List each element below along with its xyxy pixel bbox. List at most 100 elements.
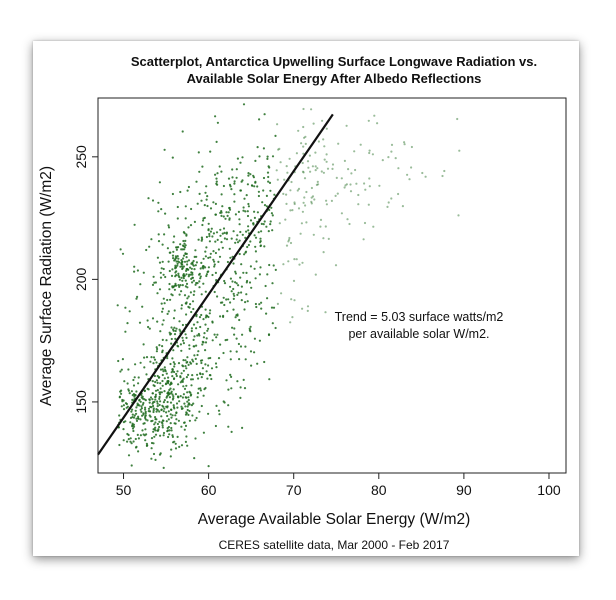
data-point <box>156 389 159 392</box>
data-point <box>192 279 195 282</box>
data-point <box>187 413 190 416</box>
data-point <box>363 182 366 185</box>
data-point <box>154 426 157 429</box>
data-point <box>144 428 147 431</box>
data-point <box>180 263 183 266</box>
data-point <box>215 180 218 183</box>
data-point <box>171 357 174 360</box>
data-point <box>181 396 184 399</box>
data-point <box>176 262 179 265</box>
data-point <box>131 398 134 401</box>
data-point <box>187 373 190 376</box>
data-point <box>146 387 149 390</box>
data-point <box>149 415 152 418</box>
data-point <box>357 193 360 197</box>
data-point <box>156 374 159 378</box>
data-point <box>218 255 222 258</box>
data-point <box>204 290 207 293</box>
data-point <box>148 401 151 404</box>
data-point <box>208 235 211 238</box>
data-point <box>410 145 413 149</box>
data-point <box>133 265 136 268</box>
data-point <box>169 413 172 416</box>
data-point <box>132 384 136 387</box>
data-point <box>218 413 221 416</box>
data-point <box>227 425 230 428</box>
data-point <box>147 197 150 200</box>
data-point <box>151 283 155 286</box>
data-point <box>182 365 185 368</box>
data-point <box>259 240 262 243</box>
data-point <box>297 129 300 132</box>
data-point <box>190 393 193 396</box>
data-point <box>175 402 179 405</box>
data-point <box>278 147 281 150</box>
data-point <box>129 437 132 440</box>
data-point <box>166 357 169 360</box>
data-point <box>192 360 195 363</box>
data-point <box>295 258 298 261</box>
data-point <box>234 316 237 319</box>
data-point <box>246 214 250 218</box>
x-tick-label: 70 <box>286 482 302 498</box>
data-point <box>217 260 220 263</box>
data-point <box>308 154 311 157</box>
data-point <box>126 322 129 325</box>
data-point <box>170 274 174 277</box>
data-point <box>181 279 184 282</box>
data-point <box>163 399 166 402</box>
data-point <box>186 263 189 266</box>
data-point <box>257 194 260 198</box>
data-point <box>152 275 155 278</box>
data-point <box>154 429 157 432</box>
data-point <box>268 181 272 184</box>
data-point <box>153 400 156 403</box>
data-point <box>271 282 274 285</box>
data-point <box>135 412 138 415</box>
data-point <box>142 343 145 346</box>
data-point <box>154 389 158 392</box>
data-point <box>207 412 210 415</box>
data-point <box>219 343 222 346</box>
data-point <box>222 184 225 188</box>
data-point <box>206 195 209 198</box>
data-point <box>169 332 173 335</box>
data-point <box>127 433 130 437</box>
data-point <box>133 414 136 417</box>
data-point <box>268 378 271 381</box>
data-point <box>229 301 232 304</box>
data-point <box>139 283 142 286</box>
data-point <box>205 198 208 201</box>
data-point <box>230 375 233 378</box>
data-point <box>177 274 180 277</box>
data-point <box>177 284 180 287</box>
data-point <box>368 149 371 152</box>
data-point <box>169 387 172 390</box>
data-point <box>128 392 131 395</box>
data-point <box>234 272 237 275</box>
data-point <box>174 275 177 278</box>
data-point <box>242 209 245 212</box>
data-point <box>209 252 212 255</box>
x-tick-label: 50 <box>116 482 132 498</box>
data-point <box>145 442 148 445</box>
data-point <box>132 429 135 433</box>
data-point <box>120 368 123 371</box>
data-point <box>136 433 139 436</box>
data-point <box>263 245 266 248</box>
data-point <box>212 250 215 253</box>
data-point <box>175 327 178 330</box>
data-point <box>256 211 259 214</box>
data-point <box>249 240 252 243</box>
data-point <box>166 400 169 404</box>
data-point <box>322 171 325 174</box>
data-point <box>144 439 147 442</box>
data-point <box>309 170 312 173</box>
data-point <box>164 275 167 279</box>
data-point <box>216 121 219 124</box>
data-point <box>180 444 184 447</box>
data-point <box>156 320 159 323</box>
data-point <box>172 349 175 352</box>
data-point <box>171 435 174 438</box>
data-point <box>199 275 202 278</box>
